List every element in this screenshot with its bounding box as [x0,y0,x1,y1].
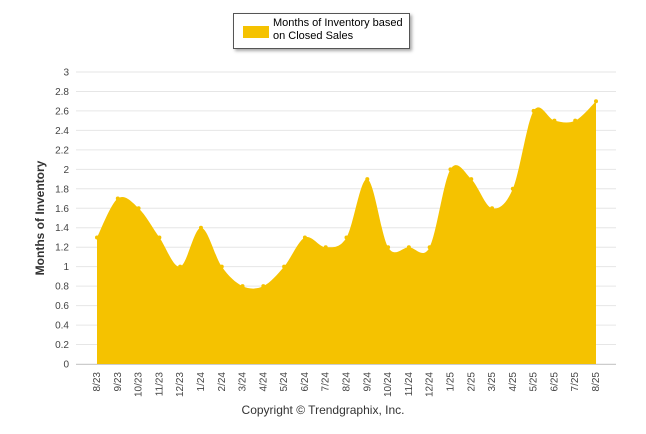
data-point-8/23 [95,235,99,240]
y-tick-label: 0.6 [55,301,69,312]
y-tick-label: 2.2 [55,145,69,156]
copyright-text: Copyright © Trendgraphix, Inc. [241,403,405,417]
x-tick-label: 8/24 [342,372,353,392]
y-tick-label: 2.8 [55,87,69,98]
data-point-4/25 [510,186,515,191]
legend-swatch [243,26,269,38]
y-tick-label: 2.4 [55,126,69,137]
data-point-11/23 [157,235,162,240]
data-point-5/24 [282,264,287,269]
x-tick-label: 12/24 [425,372,436,397]
x-tick-label: 12/23 [175,372,186,397]
data-point-7/25 [573,118,578,123]
data-point-1/24 [198,225,203,230]
data-point-3/24 [240,284,245,289]
x-tick-label: 2/24 [217,372,228,392]
x-tick-label: 7/24 [321,372,332,392]
x-tick-label: 8/23 [92,372,103,392]
y-tick-label: 2 [63,165,69,176]
data-point-9/24 [365,177,370,182]
y-tick-label: 0.2 [55,340,69,351]
data-point-3/25 [490,206,495,211]
y-axis-title: Months of Inventory [33,160,47,275]
data-point-7/24 [323,245,328,250]
y-tick-label: 1 [63,262,69,273]
x-tick-label: 1/24 [196,372,207,392]
x-tick-label: 7/25 [570,372,581,392]
x-tick-labels: 8/23 9/23 10/23 11/23 12/23 1/24 2/24 3/24 4/24 5… [92,372,602,397]
x-tick-label: 8/25 [591,372,602,392]
data-point-5/25 [531,108,536,113]
data-point-2/25 [469,177,474,182]
data-point-6/25 [552,118,557,123]
data-point-8/24 [344,235,349,240]
x-tick-label: 3/24 [238,372,249,392]
y-tick-label: 1.6 [55,204,69,215]
y-tick-label: 3 [63,68,69,79]
data-point-8/25 [594,99,598,104]
x-tick-label: 6/25 [549,372,560,392]
data-point-12/24 [427,245,432,250]
x-tick-label: 11/24 [404,372,415,397]
y-tick-label: 1.4 [55,223,69,234]
y-tick-label: 0.8 [55,282,69,293]
y-tick-label: 1.2 [55,243,69,254]
data-point-1/25 [448,167,453,172]
x-tick-label: 11/23 [154,372,165,397]
x-tick-label: 5/25 [529,372,540,392]
data-point-10/23 [136,206,141,211]
x-tick-label: 4/25 [508,372,519,392]
y-tick-label: 0.4 [55,321,69,332]
legend: Months of Inventory based on Closed Sale… [233,13,410,49]
series-area [97,101,596,364]
data-point-4/24 [261,284,266,289]
x-tick-label: 2/25 [466,372,477,392]
x-tick-label: 1/25 [445,372,456,392]
data-point-6/24 [302,235,307,240]
y-tick-label: 1.8 [55,184,69,195]
data-point-2/24 [219,264,224,269]
x-tick-label: 6/24 [300,372,311,392]
legend-label: Months of Inventory based on Closed Sale… [273,17,403,42]
x-tick-label: 5/24 [279,372,290,392]
x-tick-label: 9/23 [113,372,124,392]
data-point-10/24 [386,245,391,250]
x-tick-label: 10/23 [134,372,145,397]
data-point-11/24 [406,245,411,250]
data-point-9/23 [115,196,120,201]
y-tick-label: 2.6 [55,106,69,117]
x-tick-label: 9/24 [362,372,373,392]
x-tick-label: 3/25 [487,372,498,392]
data-point-12/23 [178,264,183,269]
y-tick-labels: 0 0.2 0.4 0.6 0.8 1 1.2 1.4 1.6 1.8 2 2.2 2.4 2.6 2.8 3 [55,68,69,371]
x-tick-label: 10/24 [383,372,394,397]
data-points [95,99,598,289]
x-tick-label: 4/24 [258,372,269,392]
y-tick-label: 0 [63,360,69,371]
